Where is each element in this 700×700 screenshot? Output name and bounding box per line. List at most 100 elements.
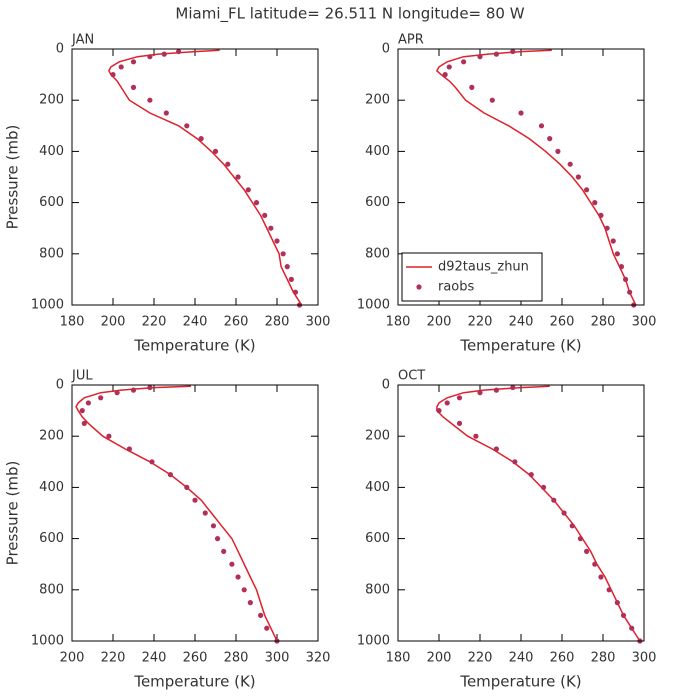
legend-marker (416, 284, 422, 290)
raob-point (442, 72, 448, 78)
raob-point (493, 446, 499, 452)
y-tick-label: 1000 (31, 634, 64, 649)
raob-point (221, 548, 227, 555)
y-tick-label: 1000 (357, 298, 390, 313)
raob-point (577, 536, 584, 542)
raob-point (598, 574, 604, 580)
y-tick-label: 800 (365, 246, 390, 261)
raob-point (130, 387, 137, 393)
raob-point (79, 408, 85, 414)
raob-point (614, 251, 620, 257)
y-axis-label: Pressure (mb) (4, 125, 22, 230)
plot-frame (397, 384, 645, 642)
raob-point (510, 48, 516, 55)
y-tick-label: 0 (56, 378, 64, 393)
x-axis-label: Temperature (K) (459, 673, 581, 691)
raob-point (274, 238, 280, 244)
x-tick-label: 240 (509, 315, 534, 330)
y-tick-label: 800 (39, 246, 64, 261)
raob-point (118, 64, 124, 70)
plot-frame (71, 384, 319, 642)
raob-point (258, 612, 264, 619)
y-tick-label: 0 (56, 42, 64, 57)
y-tick-label: 600 (365, 195, 390, 210)
raob-point (268, 225, 274, 231)
x-tick-label: 220 (101, 651, 126, 666)
raob-point (147, 97, 153, 103)
raob-point (610, 238, 616, 244)
y-tick-label: 200 (39, 93, 64, 108)
raob-point (210, 523, 217, 529)
raob-point (235, 174, 241, 180)
y-tick-label: 800 (39, 582, 64, 597)
x-tick-label: 240 (509, 651, 534, 666)
raob-point (264, 625, 270, 631)
x-tick-label: 320 (306, 651, 331, 666)
raob-point (555, 148, 561, 154)
y-tick-label: 400 (39, 144, 64, 159)
x-tick-label: 280 (591, 315, 616, 330)
raob-point (130, 59, 137, 65)
raob-point (253, 200, 260, 206)
x-tick-label: 240 (142, 651, 167, 666)
x-tick-label: 220 (142, 315, 167, 330)
raob-point (604, 225, 610, 231)
y-tick-label: 400 (365, 480, 390, 495)
raob-point (620, 612, 627, 619)
raob-point (98, 395, 104, 401)
raob-point (280, 251, 286, 257)
raob-point (184, 123, 190, 129)
raob-point (106, 433, 112, 439)
raob-point (618, 264, 625, 270)
x-tick-label: 260 (550, 315, 575, 330)
y-tick-label: 200 (365, 429, 390, 444)
x-tick-label: 280 (224, 651, 249, 666)
raob-point (489, 97, 495, 103)
raob-point (584, 187, 590, 193)
raob-point (456, 395, 463, 401)
x-tick-label: 260 (183, 651, 208, 666)
x-tick-label: 200 (427, 315, 452, 330)
x-tick-label: 180 (386, 315, 411, 330)
raob-point (163, 110, 169, 116)
x-tick-label: 300 (265, 651, 290, 666)
raob-point (167, 472, 173, 478)
raob-point (114, 390, 120, 396)
raob-point (126, 446, 132, 452)
raob-point (477, 54, 483, 60)
panel: JUL Temperature (K) Pressure (mb) 200 220 240… (4, 369, 331, 691)
raob-point (198, 136, 204, 142)
raob-point (192, 497, 198, 503)
raob-point (436, 408, 442, 414)
raob-point (229, 561, 235, 567)
x-tick-label: 300 (632, 651, 657, 666)
y-tick-label: 400 (365, 144, 390, 159)
y-tick-label: 1000 (31, 298, 64, 313)
legend-box (401, 252, 543, 302)
raob-point (569, 523, 575, 529)
x-axis-label: Temperature (K) (133, 673, 255, 691)
raob-point (176, 48, 182, 55)
raob-point (147, 54, 153, 60)
raob-point (245, 187, 251, 193)
y-tick-label: 800 (365, 582, 390, 597)
x-tick-label: 200 (60, 651, 85, 666)
raob-point (247, 600, 253, 606)
y-tick-label: 200 (39, 429, 64, 444)
raob-point (284, 264, 290, 270)
y-axis-label: Pressure (mb) (4, 461, 22, 566)
profile-line (75, 385, 278, 641)
raob-point (288, 276, 294, 282)
x-tick-label: 200 (101, 315, 126, 330)
y-tick-label: 600 (365, 531, 390, 546)
raob-point (540, 484, 547, 490)
raob-point (575, 174, 582, 180)
raob-point (161, 51, 167, 57)
raob-point (493, 387, 499, 393)
raob-point (147, 384, 153, 391)
x-axis-label: Temperature (K) (133, 337, 255, 355)
x-tick-label: 240 (183, 315, 208, 330)
raob-point (184, 484, 190, 490)
x-tick-label: 280 (591, 651, 616, 666)
x-tick-label: 220 (468, 315, 493, 330)
